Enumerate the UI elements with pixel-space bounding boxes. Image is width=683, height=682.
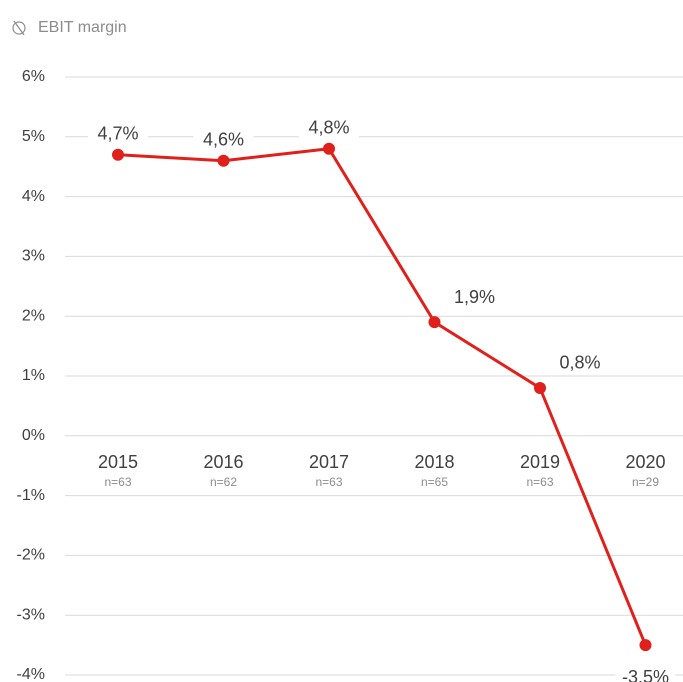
point xyxy=(534,381,546,394)
point xyxy=(639,639,652,652)
data-label: 1,9% xyxy=(454,287,495,307)
data-label: 4,8% xyxy=(308,118,349,138)
sample-size: n=29 xyxy=(632,475,659,489)
data-label: -3.5% xyxy=(622,667,669,682)
data-label: 0,8% xyxy=(559,353,600,373)
data-label: 4,6% xyxy=(203,129,244,149)
x-tick-label: 2019 xyxy=(520,452,560,472)
x-tick-label: 2016 xyxy=(203,452,243,472)
label-background xyxy=(193,129,254,152)
point xyxy=(217,154,230,167)
line xyxy=(117,147,647,646)
sample-size: n=63 xyxy=(526,475,553,489)
sample-size: n=63 xyxy=(315,475,342,489)
y-tick-label: 0% xyxy=(22,427,45,444)
y-tick-label: -2% xyxy=(17,547,45,564)
y-tick-label: -3% xyxy=(17,606,45,623)
y-tick-label: 2% xyxy=(22,307,45,324)
y-tick-label: -4% xyxy=(17,666,45,682)
data-label: 4,7% xyxy=(97,123,138,143)
y-tick-label: -1% xyxy=(17,487,45,504)
point xyxy=(323,142,335,155)
label-background xyxy=(88,123,148,146)
chart-title: EBIT margin xyxy=(38,19,127,36)
point xyxy=(428,316,441,329)
x-tick-label: 2017 xyxy=(309,452,349,472)
y-tick-label: 3% xyxy=(22,248,45,265)
x-tick-label: 2015 xyxy=(98,452,138,472)
label-background xyxy=(615,667,676,682)
title-icon xyxy=(12,20,26,36)
x-tick-label: 2020 xyxy=(625,452,665,472)
x-tick-label: 2018 xyxy=(414,452,454,472)
y-tick-label: 6% xyxy=(22,68,45,85)
point xyxy=(112,148,124,161)
y-tick-label: 4% xyxy=(22,188,45,205)
y-tick-label: 5% xyxy=(22,128,45,145)
label-background xyxy=(550,352,610,375)
label-background xyxy=(299,117,359,140)
sample-size: n=63 xyxy=(104,475,131,489)
sample-size: n=62 xyxy=(210,475,237,489)
y-tick-label: 1% xyxy=(22,367,45,384)
sample-size: n=65 xyxy=(421,475,448,489)
label-background xyxy=(444,287,505,310)
